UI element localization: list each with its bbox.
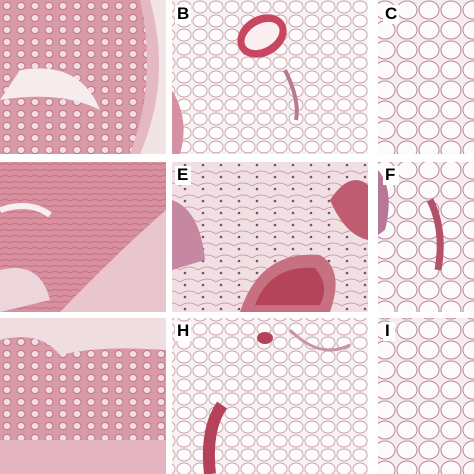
panel-i [378,318,474,474]
panel-label: C [385,4,397,23]
label-bg [383,166,399,185]
label-bg [175,5,191,24]
panel-f [378,162,474,312]
label-bg [175,322,191,341]
panel-e [172,162,368,312]
labels: B C E F H I [175,4,399,341]
panel-g [0,318,166,474]
panel-d [0,162,166,312]
panel-label: H [177,321,189,340]
panel-label: I [385,321,390,340]
label-bg [175,166,191,185]
panel-c [378,0,474,154]
panel-label: B [177,4,189,23]
panel-label: F [385,165,395,184]
panel-b [172,0,368,154]
label-bg [383,322,395,341]
panel-h [172,318,368,474]
panel-a [0,0,166,154]
panel-label: E [177,165,188,184]
label-bg [383,5,399,24]
